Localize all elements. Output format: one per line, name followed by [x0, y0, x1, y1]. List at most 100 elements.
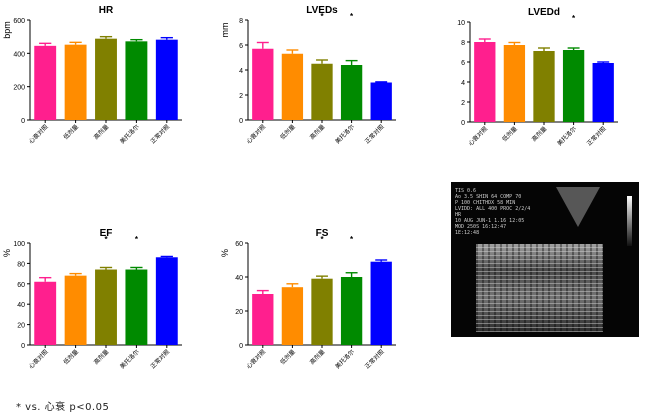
- category-label: 正常对照: [363, 348, 386, 371]
- echo-header-line: HR: [455, 212, 462, 218]
- y-tick-label: 2: [239, 93, 243, 100]
- y-tick-label: 8: [461, 40, 465, 47]
- category-label: 低剂量: [62, 348, 80, 366]
- y-tick-label: 0: [461, 120, 465, 127]
- category-label: 正常对照: [585, 125, 608, 148]
- echocardiogram-image: TIS 0.6 Ao 3.5 SHIN 64 COMP 70 P 100 CHITH…: [451, 182, 639, 337]
- y-tick-label: 6: [239, 43, 243, 50]
- bar-lveds-1: [281, 53, 304, 120]
- y-axis-label: bpm: [2, 21, 12, 39]
- y-axis-label: %: [2, 249, 12, 257]
- chart-title: HR: [99, 5, 114, 16]
- bar-lveds-3: [340, 65, 363, 120]
- echo-header-line: TIS 0.6: [455, 188, 477, 194]
- y-tick-label: 0: [21, 343, 25, 350]
- significance-star: *: [320, 12, 324, 21]
- bar-fs-3: [340, 277, 363, 345]
- echo-sector-image: [556, 187, 600, 227]
- category-label: 美托洛尔: [333, 123, 356, 146]
- bar-fs-0: [252, 294, 274, 345]
- y-tick-label: 40: [17, 302, 25, 309]
- bar-lvedd-4: [592, 63, 614, 122]
- bar-ef-0: [34, 281, 57, 345]
- category-label: 美托洛尔: [333, 348, 356, 371]
- category-label: 低剂量: [278, 348, 296, 366]
- y-tick-label: 6: [461, 60, 465, 67]
- chart-title: LVEDd: [528, 7, 560, 18]
- category-label: 低剂量: [62, 123, 80, 141]
- category-label: 心衰对照: [27, 123, 50, 146]
- bar-ef-4: [155, 257, 178, 345]
- category-label: 心衰对照: [245, 348, 268, 371]
- y-tick-label: 8: [239, 18, 243, 25]
- y-tick-label: 60: [17, 282, 25, 289]
- echo-grayscale-bar: [627, 196, 632, 246]
- bar-ef-2: [95, 269, 117, 345]
- category-label: 心衰对照: [245, 123, 268, 146]
- bar-lvedd-0: [474, 42, 496, 122]
- category-label: 美托洛尔: [118, 123, 141, 146]
- y-axis-label: %: [220, 249, 230, 257]
- y-tick-label: 600: [13, 18, 25, 25]
- category-label: 心衰对照: [467, 125, 490, 148]
- footnote: * vs. 心衰 p<0.05: [16, 402, 110, 413]
- y-tick-label: 0: [239, 118, 243, 125]
- echo-mmode-trace: [476, 244, 603, 332]
- y-tick-label: 80: [17, 261, 25, 268]
- bar-hr-3: [125, 41, 148, 121]
- y-tick-label: 0: [21, 118, 25, 125]
- significance-star: *: [350, 12, 354, 21]
- echo-header-line: 1E:12:48: [455, 230, 480, 236]
- significance-star: *: [135, 235, 139, 244]
- category-label: 正常对照: [363, 123, 386, 146]
- bar-lveds-2: [311, 63, 333, 120]
- y-tick-label: 2: [461, 100, 465, 107]
- echo-header-line: 10 AUG JUN-1 1.16 12:05: [455, 218, 525, 224]
- bar-lveds-0: [252, 48, 274, 120]
- echo-header-line: MOD 250S 16:12:47: [455, 224, 507, 230]
- y-tick-label: 4: [239, 68, 243, 75]
- bar-fs-2: [311, 278, 333, 345]
- bar-hr-0: [34, 45, 57, 121]
- y-axis-label: mm: [220, 23, 230, 38]
- y-tick-label: 0: [239, 343, 243, 350]
- significance-star: *: [572, 14, 576, 23]
- category-label: 美托洛尔: [555, 125, 578, 148]
- chart-title: EF: [100, 228, 113, 239]
- y-tick-label: 40: [235, 275, 243, 282]
- bar-hr-2: [95, 38, 117, 120]
- significance-star: *: [104, 235, 108, 244]
- category-label: 高剂量: [308, 348, 326, 366]
- bar-fs-4: [370, 261, 392, 345]
- y-tick-label: 60: [235, 241, 243, 248]
- bar-hr-1: [64, 44, 87, 120]
- category-label: 高剂量: [308, 123, 326, 141]
- bar-lvedd-3: [562, 50, 585, 122]
- category-label: 低剂量: [500, 125, 518, 143]
- bar-lveds-4: [370, 82, 392, 120]
- bar-hr-4: [155, 39, 178, 120]
- bar-ef-1: [64, 275, 87, 345]
- y-tick-label: 200: [13, 85, 25, 92]
- category-label: 正常对照: [149, 348, 172, 371]
- bar-lvedd-1: [503, 45, 526, 122]
- y-tick-label: 20: [235, 309, 243, 316]
- category-label: 高剂量: [92, 123, 110, 141]
- y-tick-label: 10: [457, 20, 465, 27]
- y-tick-label: 20: [17, 323, 25, 330]
- bar-ef-3: [125, 269, 148, 345]
- significance-star: *: [350, 235, 354, 244]
- category-label: 心衰对照: [27, 348, 50, 371]
- echo-header-line: Ao 3.5 SHIN 64 COMP 70: [455, 194, 522, 200]
- category-label: 低剂量: [278, 123, 296, 141]
- category-label: 正常对照: [149, 123, 172, 146]
- bar-lvedd-2: [533, 51, 555, 122]
- category-label: 高剂量: [530, 125, 548, 143]
- chart-title: FS: [316, 228, 329, 239]
- chart-title: LVEDs: [306, 5, 338, 16]
- y-tick-label: 400: [13, 51, 25, 58]
- y-tick-label: 4: [461, 80, 465, 87]
- y-tick-label: 100: [13, 241, 25, 248]
- significance-star: *: [320, 235, 324, 244]
